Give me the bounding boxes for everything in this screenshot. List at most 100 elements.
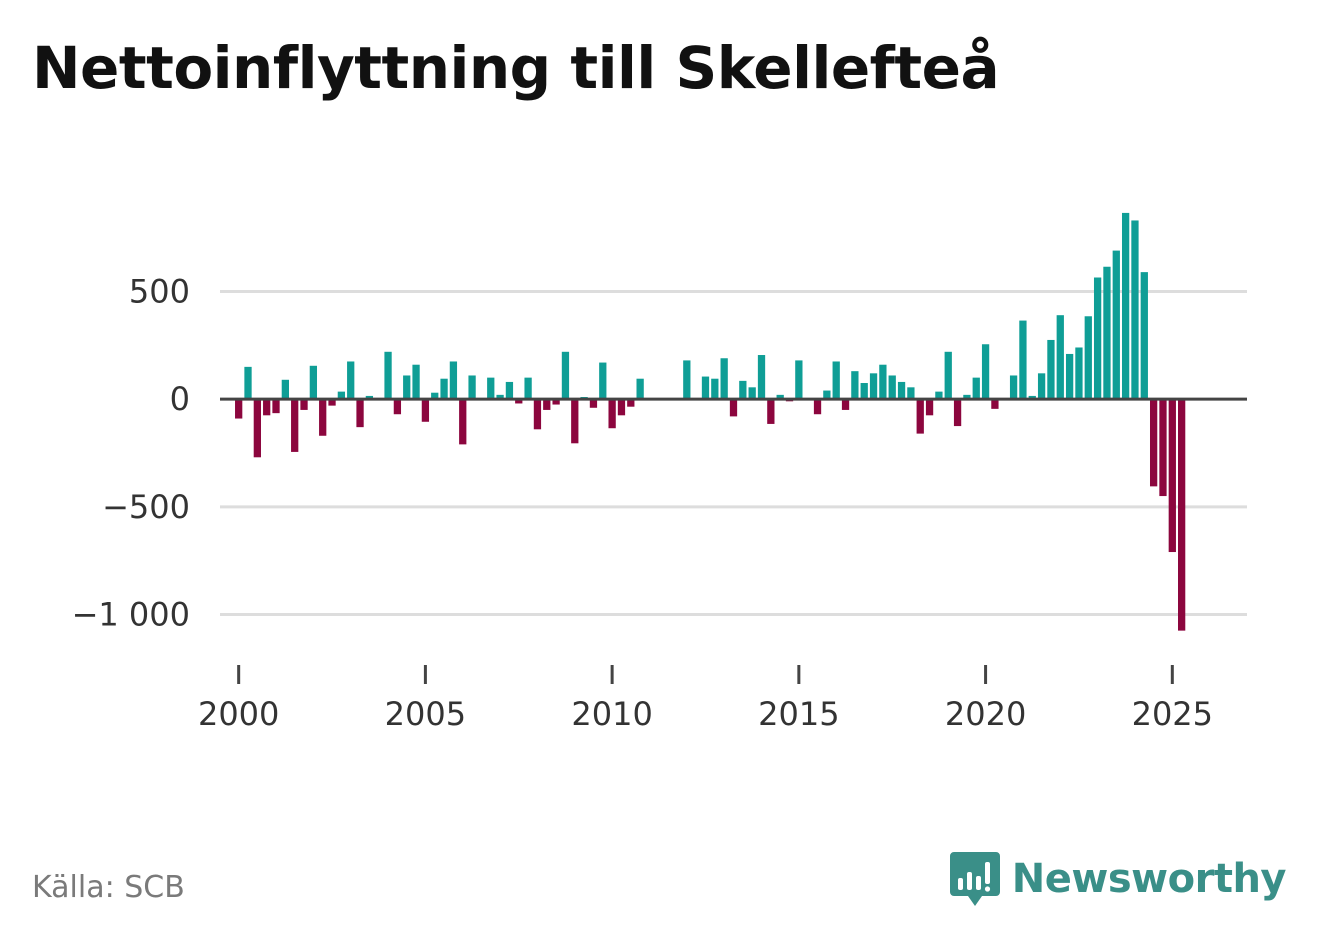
y-axis-labels: 500 0 −500 −1 000: [72, 273, 190, 634]
bar: [272, 399, 280, 414]
bar: [589, 399, 598, 408]
bar: [1159, 399, 1167, 497]
x-tick-label: 2015: [758, 695, 839, 733]
x-axis: 2000 2005 2010 2015 2020 2025: [198, 665, 1213, 733]
bar: [841, 399, 850, 410]
x-tick-label: 2020: [945, 695, 1026, 733]
bar: [244, 366, 252, 400]
bar: [505, 381, 514, 400]
y-tick-label: 500: [129, 273, 190, 311]
bar: [524, 377, 532, 400]
bar: [1019, 320, 1027, 400]
bar: [253, 399, 261, 458]
bar: [431, 392, 439, 400]
bar: [925, 399, 934, 416]
bar: [981, 344, 990, 400]
bar: [1112, 250, 1120, 400]
bar: [421, 399, 430, 422]
bars: [235, 212, 1186, 631]
bar: [1131, 220, 1139, 400]
brand-logo[interactable]: Newsworthy: [948, 848, 1287, 910]
x-tick-label: 2010: [571, 695, 652, 733]
bar: [487, 377, 495, 400]
bar: [533, 399, 542, 430]
bar: [1084, 316, 1092, 400]
bar: [1037, 373, 1046, 400]
bar: [627, 399, 635, 407]
bar: [263, 399, 271, 416]
bar: [1103, 266, 1111, 400]
bar: [1149, 399, 1158, 487]
bar: [860, 383, 868, 400]
bar: [1093, 277, 1102, 400]
bar: [1121, 212, 1130, 400]
bar: [683, 360, 691, 400]
bar: [281, 379, 289, 400]
bar: [393, 399, 402, 415]
bar: [953, 399, 962, 427]
bar: [944, 351, 952, 400]
bar: [963, 394, 971, 400]
bar: [384, 351, 392, 400]
bar: [365, 395, 374, 400]
bar: [337, 391, 346, 400]
bar: [561, 351, 570, 400]
bar: [776, 394, 784, 400]
bar: [1047, 339, 1055, 400]
bar: [1009, 375, 1018, 400]
bar: [729, 399, 738, 417]
bar: [468, 375, 476, 400]
bar: [309, 365, 318, 400]
bar: [608, 399, 616, 429]
bar: [813, 399, 822, 415]
bar: [916, 399, 924, 434]
bar: [767, 399, 775, 424]
bar: [552, 399, 560, 405]
bar: [1028, 395, 1036, 400]
bar: [851, 371, 859, 400]
bar: [757, 355, 766, 400]
bar: [515, 399, 523, 404]
chart-title: Nettoinflyttning till Skellefteå: [32, 34, 1000, 102]
bar: [1140, 272, 1148, 400]
bar: [748, 387, 756, 400]
x-tick-label: 2000: [198, 695, 279, 733]
bar: [720, 358, 728, 400]
bar: [1178, 399, 1186, 631]
bar: [440, 378, 448, 400]
bar: [711, 378, 719, 400]
gridlines: [220, 290, 1247, 616]
bar: [319, 399, 327, 436]
y-tick-label: −1 000: [72, 595, 190, 633]
bar: [897, 381, 906, 400]
newsworthy-logo-icon: [949, 852, 1000, 906]
bar: [823, 390, 831, 400]
brand-name: Newsworthy: [1011, 856, 1287, 902]
bar: [1168, 399, 1176, 553]
bar: [701, 376, 710, 400]
bar: [832, 361, 840, 400]
bar: [459, 399, 467, 445]
bar: [617, 399, 626, 416]
bar: [356, 399, 364, 428]
bar: [795, 360, 803, 400]
bar: [496, 394, 504, 400]
bar: [879, 364, 887, 400]
bar: [1075, 347, 1083, 400]
bar: [235, 399, 243, 419]
bar: [403, 375, 411, 400]
y-tick-label: −500: [102, 488, 190, 526]
bar: [1056, 315, 1064, 400]
bar: [543, 399, 551, 410]
y-tick-label: 0: [170, 380, 190, 418]
bar: [907, 387, 915, 400]
bar: [328, 399, 336, 406]
bar: [1065, 353, 1074, 400]
bar: [347, 361, 355, 400]
source-note: Källa: SCB: [32, 870, 185, 905]
bar: [291, 399, 299, 452]
bar: [888, 375, 896, 400]
bar: [412, 364, 420, 400]
bar: [972, 377, 980, 400]
